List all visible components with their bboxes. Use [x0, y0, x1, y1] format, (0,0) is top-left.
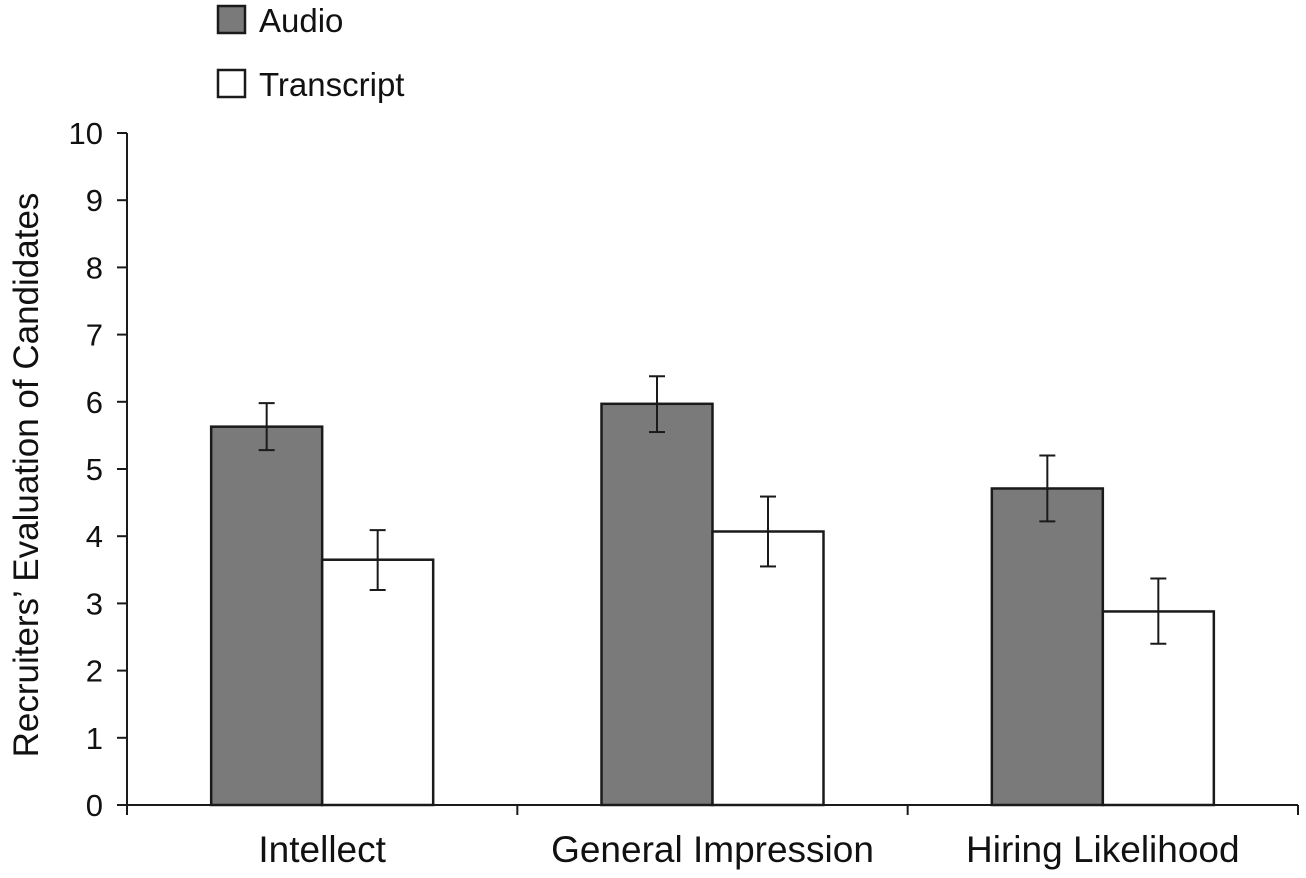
x-axis-labels: Intellect General Impression Hiring Likeli… [258, 829, 1239, 870]
y-tick-label: 6 [86, 385, 103, 420]
error-bars [258, 375, 1167, 645]
bar-transcript-intellect [320, 558, 435, 807]
legend-swatch-transcript [216, 68, 247, 99]
y-tick-label: 4 [86, 519, 103, 554]
y-axis-title: Recruiters’ Evaluation of Candidates [7, 193, 46, 758]
y-tick-label: 5 [86, 452, 103, 487]
bar-transcript-general-impression [711, 530, 825, 807]
bars [209, 402, 1216, 807]
y-tick-label: 10 [69, 116, 103, 151]
legend: Audio Transcript [216, 2, 404, 103]
y-tick-label: 9 [86, 183, 103, 218]
y-tick-label: 0 [86, 788, 103, 823]
x-category-label: Hiring Likelihood [966, 829, 1240, 870]
error-bar [258, 402, 275, 452]
error-bar [1039, 454, 1056, 523]
x-category-label: General Impression [551, 829, 874, 870]
y-tick-label: 2 [86, 654, 103, 689]
bar-audio-hiring-likelihood [990, 487, 1105, 807]
error-bar [1150, 577, 1167, 645]
bar-audio-intellect [209, 425, 324, 807]
legend-label-audio: Audio [259, 2, 343, 39]
y-tick-label: 3 [86, 586, 103, 621]
error-bar [649, 375, 665, 434]
y-tick-label: 7 [86, 318, 103, 353]
x-category-label: Intellect [258, 829, 386, 870]
legend-swatch-audio [216, 4, 247, 35]
y-tick-label: 1 [86, 721, 103, 756]
error-bar [369, 529, 386, 591]
legend-label-transcript: Transcript [259, 66, 404, 103]
y-tick-label: 8 [86, 250, 103, 285]
bar-audio-general-impression [600, 402, 714, 807]
error-bar [760, 495, 776, 568]
